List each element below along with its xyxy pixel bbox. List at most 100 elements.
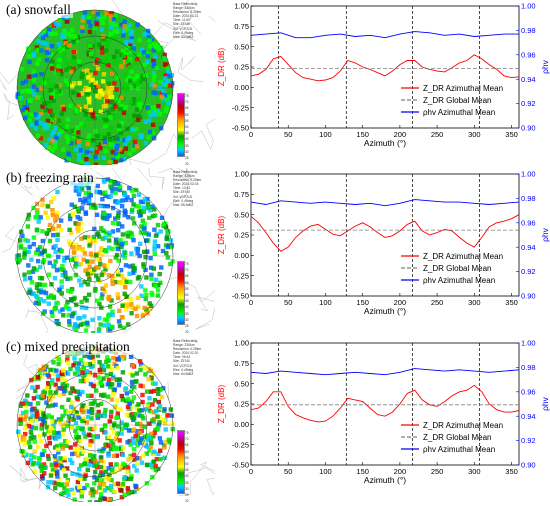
echo-cell bbox=[88, 107, 93, 113]
echo-cell bbox=[125, 486, 130, 491]
echo-cell bbox=[96, 409, 101, 415]
echo-cell bbox=[113, 240, 119, 246]
echo-cell bbox=[117, 147, 123, 152]
echo-cell bbox=[128, 442, 133, 447]
colorbar-tick: 20 bbox=[185, 499, 189, 504]
echo-cell bbox=[163, 225, 169, 230]
boundary-line bbox=[158, 168, 192, 181]
echo-cell bbox=[58, 218, 64, 223]
echo-cell bbox=[46, 456, 51, 461]
echo-cell bbox=[113, 255, 118, 260]
echo-cell bbox=[113, 199, 118, 204]
echo-cell bbox=[143, 140, 149, 146]
echo-cell bbox=[45, 453, 51, 459]
boundary-line bbox=[195, 296, 215, 330]
y-tick-label: 0.50 bbox=[234, 42, 249, 51]
echo-cell bbox=[73, 322, 78, 327]
echo-cell bbox=[132, 83, 137, 88]
echo-cell bbox=[135, 443, 140, 448]
colorbar-tick: 40 bbox=[185, 137, 189, 142]
echo-cell bbox=[22, 104, 27, 110]
echo-cell bbox=[80, 407, 85, 412]
echo-cell bbox=[86, 75, 91, 80]
echo-cell bbox=[133, 204, 139, 209]
echo-cell bbox=[159, 394, 165, 400]
echo-cell bbox=[20, 401, 25, 406]
echo-cell bbox=[35, 394, 40, 399]
echo-cell bbox=[65, 439, 71, 444]
echo-cell bbox=[141, 50, 147, 55]
echo-cell bbox=[69, 425, 74, 430]
echo-cell bbox=[105, 137, 110, 142]
echo-cell bbox=[123, 146, 128, 151]
echo-cell bbox=[29, 257, 34, 262]
echo-cell bbox=[97, 95, 102, 100]
echo-cell bbox=[34, 410, 40, 416]
echo-cell bbox=[115, 481, 121, 486]
echo-cell bbox=[109, 324, 115, 329]
echo-cell bbox=[22, 251, 27, 257]
echo-cell bbox=[39, 290, 44, 295]
echo-cell bbox=[119, 203, 125, 209]
echo-cell bbox=[106, 245, 112, 250]
echo-cell bbox=[23, 431, 28, 437]
echo-cell bbox=[97, 250, 102, 256]
echo-cell bbox=[59, 371, 65, 376]
x-tick-label: 250 bbox=[431, 467, 444, 476]
echo-cell bbox=[161, 82, 167, 87]
echo-cell bbox=[156, 451, 161, 457]
echo-cell bbox=[82, 476, 87, 481]
echo-cell bbox=[40, 104, 45, 109]
echo-cell bbox=[88, 381, 94, 387]
echo-cell bbox=[106, 81, 111, 86]
echo-cell bbox=[58, 227, 64, 233]
echo-cell bbox=[156, 103, 161, 109]
echo-cell bbox=[50, 313, 55, 319]
echo-cell bbox=[110, 312, 115, 318]
echo-cell bbox=[94, 434, 100, 440]
echo-cell bbox=[106, 453, 111, 458]
echo-cell bbox=[109, 298, 114, 303]
echo-cell bbox=[145, 201, 151, 206]
echo-cell bbox=[115, 143, 120, 148]
echo-cell bbox=[132, 221, 137, 226]
echo-cell bbox=[65, 276, 70, 282]
echo-cell bbox=[59, 279, 64, 284]
echo-cell bbox=[41, 462, 47, 467]
echo-cell bbox=[139, 436, 144, 441]
echo-cell bbox=[60, 32, 65, 37]
echo-cell bbox=[36, 38, 41, 43]
echo-cell bbox=[113, 405, 118, 410]
echo-cell bbox=[117, 187, 123, 193]
echo-cell bbox=[123, 263, 129, 268]
echo-cell bbox=[89, 33, 94, 38]
echo-cell bbox=[93, 489, 99, 495]
echo-cell bbox=[50, 138, 55, 143]
echo-cell bbox=[123, 250, 128, 255]
echo-cell bbox=[99, 401, 104, 406]
boundary-line bbox=[177, 56, 204, 82]
echo-cell bbox=[25, 393, 30, 398]
echo-cell bbox=[109, 477, 114, 483]
radar-panel-b: (b) freezing rain Base Reflectivity Rang… bbox=[0, 168, 215, 334]
x-tick-label: 200 bbox=[394, 298, 407, 307]
echo-cell bbox=[45, 215, 51, 221]
echo-cell bbox=[142, 434, 147, 439]
echo-cell bbox=[76, 130, 81, 135]
echo-cell bbox=[47, 428, 53, 433]
echo-cell bbox=[153, 467, 159, 473]
echo-cell bbox=[125, 195, 130, 200]
echo-cell bbox=[158, 457, 163, 462]
colorbar-tick: 30 bbox=[185, 149, 189, 154]
meta-line: Date: 2024.02.20 bbox=[173, 351, 199, 356]
echo-cell bbox=[35, 444, 41, 449]
echo-cell bbox=[48, 88, 53, 93]
echo-cell bbox=[133, 433, 138, 439]
echo-cell bbox=[87, 198, 92, 203]
echo-cell bbox=[146, 135, 151, 140]
echo-cell bbox=[165, 244, 170, 250]
echo-cell bbox=[109, 468, 115, 473]
echo-cell bbox=[142, 32, 147, 37]
echo-cell bbox=[17, 432, 22, 438]
echo-cell bbox=[52, 307, 57, 312]
